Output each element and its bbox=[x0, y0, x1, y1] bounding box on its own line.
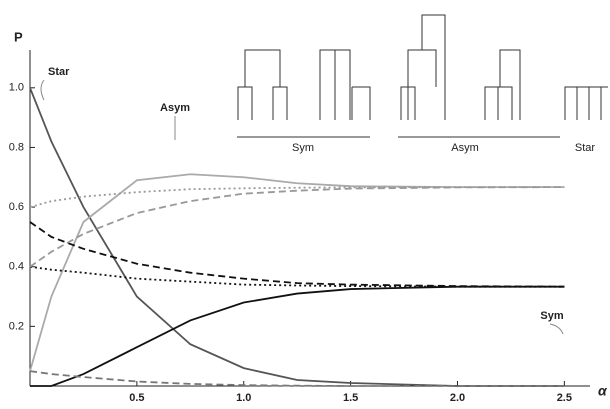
annotation: Asym bbox=[160, 102, 190, 114]
tree bbox=[484, 49, 521, 120]
annotation: Sym bbox=[540, 310, 563, 322]
line-series bbox=[29, 87, 565, 387]
line-series bbox=[29, 370, 565, 387]
line-series bbox=[29, 186, 565, 268]
tree bbox=[237, 49, 288, 120]
line-series bbox=[29, 173, 565, 372]
line-series bbox=[29, 221, 565, 288]
tree bbox=[564, 86, 608, 120]
tree-label: Asym bbox=[451, 142, 479, 154]
tree-diagrams bbox=[237, 14, 608, 138]
tree-label: Sym bbox=[292, 142, 314, 154]
line-series bbox=[29, 186, 565, 208]
tree bbox=[319, 49, 371, 120]
annotation: Star bbox=[48, 66, 70, 78]
x-tick-label: 1.5 bbox=[343, 392, 358, 404]
x-axis-label: α bbox=[598, 383, 608, 399]
x-tick-label: 2.5 bbox=[557, 392, 572, 404]
y-axis-label: P bbox=[14, 29, 23, 44]
x-tick-label: 2.0 bbox=[450, 392, 465, 404]
leader bbox=[40, 79, 45, 101]
tree-label: Star bbox=[575, 142, 596, 154]
y-tick-label: 0.8 bbox=[9, 141, 24, 153]
leader bbox=[549, 323, 564, 335]
line-series bbox=[30, 285, 565, 387]
y-tick-label: 1.0 bbox=[9, 82, 24, 94]
tree bbox=[400, 14, 446, 120]
x-tick-label: 1.0 bbox=[236, 392, 251, 404]
y-tick-label: 0.4 bbox=[9, 261, 24, 273]
y-tick-label: 0.2 bbox=[9, 320, 24, 332]
x-tick-label: 0.5 bbox=[129, 392, 144, 404]
y-tick-label: 0.6 bbox=[9, 201, 24, 213]
